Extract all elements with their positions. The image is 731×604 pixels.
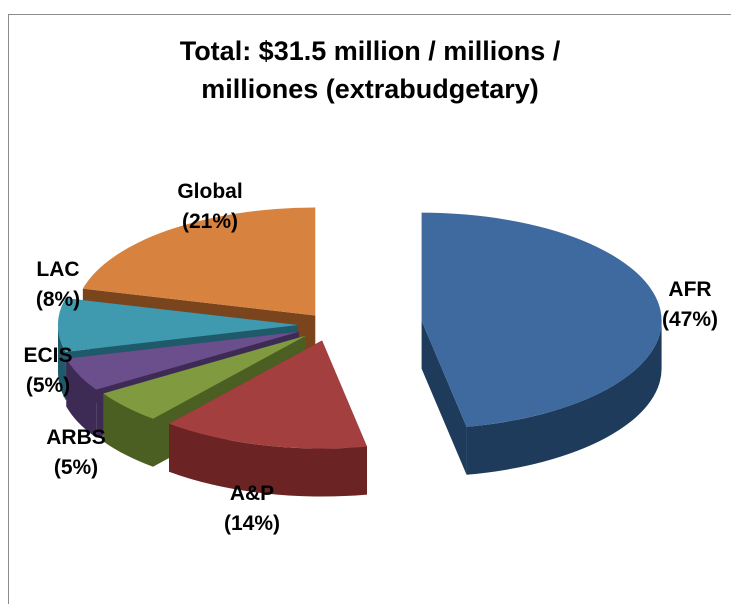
slice-outer-wall [58, 325, 66, 400]
slice-top [103, 335, 306, 419]
label-ap-name: A&P [230, 482, 274, 505]
slice-outer-wall [466, 320, 662, 475]
slice-side-wall [421, 320, 467, 475]
slice-top [57, 298, 299, 352]
slice-outer-wall [169, 423, 368, 497]
slice-top [169, 340, 368, 449]
label-ecis-name: ECIS [23, 344, 72, 367]
label-afr-percent: (47%) [662, 308, 718, 331]
slice-top [66, 331, 299, 390]
chart-title-line-1: Total: $31.5 million / millions / [179, 36, 561, 66]
label-lac-name: LAC [36, 258, 79, 281]
pie-labels: AFR (47%) A&P (14%) ARBS (5%) ECIS (5%) LAC (8%) G… [23, 180, 718, 535]
chart-frame [8, 14, 731, 604]
slice-ap [169, 340, 368, 497]
label-arbs-name: ARBS [46, 426, 106, 449]
label-ecis-percent: (5%) [26, 374, 70, 397]
label-global-name: Global [177, 180, 242, 203]
chart-title-line-2: milliones (extrabudgetary) [201, 74, 539, 104]
slice-outer-wall [103, 393, 154, 467]
slice-top [82, 207, 316, 316]
label-afr-name: AFR [668, 278, 711, 301]
label-ap-percent: (14%) [224, 512, 280, 535]
slice-afr [421, 212, 662, 475]
slice-top [421, 212, 662, 427]
label-global-percent: (21%) [182, 210, 238, 233]
label-lac-percent: (8%) [36, 288, 80, 311]
label-arbs-percent: (5%) [54, 456, 98, 479]
pie-slices [57, 207, 662, 497]
chart-title: Total: $31.5 million / millions / millio… [40, 32, 700, 108]
slice-outer-wall [66, 358, 97, 438]
